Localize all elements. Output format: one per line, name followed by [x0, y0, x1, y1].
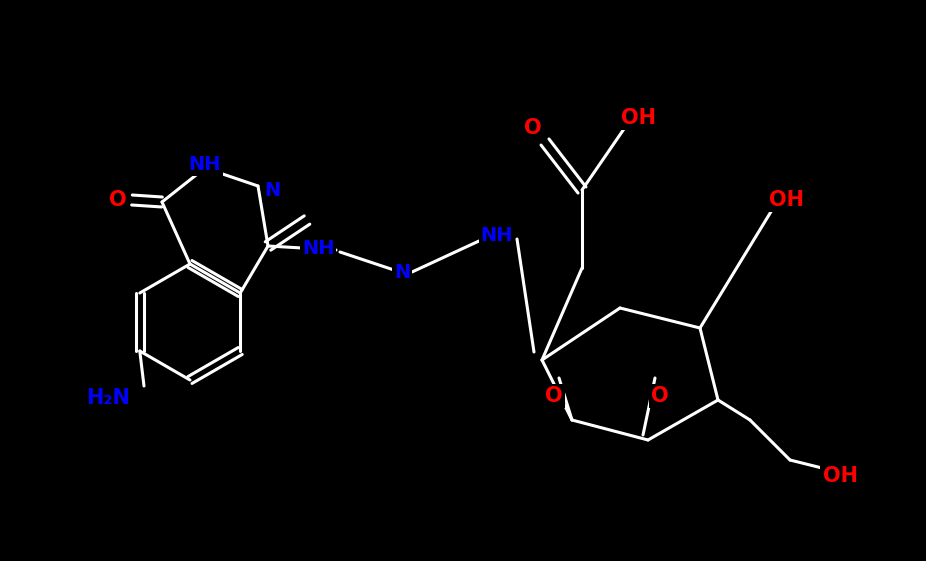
Text: O: O: [651, 386, 669, 406]
Text: OH: OH: [620, 108, 656, 128]
Text: O: O: [545, 386, 563, 406]
Text: NH: NH: [481, 226, 513, 245]
Text: N: N: [394, 263, 410, 282]
Text: N: N: [264, 181, 281, 200]
Text: O: O: [109, 190, 127, 210]
Text: O: O: [524, 118, 542, 138]
Text: OH: OH: [822, 466, 857, 486]
Text: NH: NH: [302, 238, 334, 257]
Text: NH: NH: [189, 154, 221, 173]
Text: H₂N: H₂N: [86, 388, 130, 408]
Text: OH: OH: [769, 190, 804, 210]
